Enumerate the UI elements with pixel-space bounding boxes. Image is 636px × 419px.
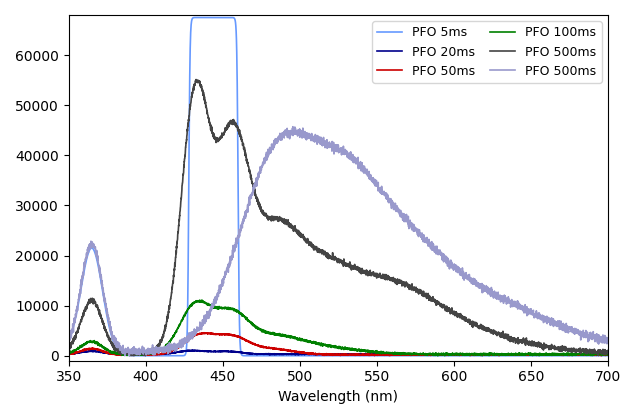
PFO 20ms (312, 352, 319, 357)
PFO 500ms (65, 338, 73, 343)
PFO 500ms (563, 345, 570, 350)
PFO 500ms (126, 353, 134, 358)
PFO 100ms (408, 352, 415, 357)
PFO 500ms (604, 349, 612, 354)
PFO 500ms (260, 211, 268, 216)
PFO 5ms (408, 353, 415, 358)
PFO 50ms (260, 345, 268, 350)
PFO 5ms (177, 353, 185, 358)
PFO 500ms (289, 124, 296, 129)
PFO 20ms (604, 352, 612, 357)
PFO 100ms (604, 351, 612, 356)
PFO 50ms (385, 353, 392, 358)
PFO 5ms (207, 15, 215, 20)
PFO 500ms (65, 344, 73, 349)
PFO 5ms (65, 339, 73, 344)
PFO 100ms (563, 352, 570, 357)
PFO 20ms (385, 352, 392, 357)
Line: PFO 500ms: PFO 500ms (69, 127, 608, 356)
PFO 100ms (260, 328, 268, 333)
PFO 50ms (200, 330, 208, 335)
Line: PFO 100ms: PFO 100ms (69, 300, 608, 356)
PFO 20ms (192, 348, 200, 353)
X-axis label: Wavelength (nm): Wavelength (nm) (278, 390, 398, 404)
Line: PFO 20ms: PFO 20ms (69, 350, 608, 355)
PFO 500ms (192, 77, 200, 82)
PFO 500ms (385, 197, 392, 202)
Legend: PFO 5ms, PFO 20ms, PFO 50ms, PFO 100ms, PFO 500ms, PFO 500ms: PFO 5ms, PFO 20ms, PFO 50ms, PFO 100ms, … (372, 21, 602, 83)
PFO 100ms (65, 350, 73, 355)
PFO 5ms (562, 353, 570, 358)
PFO 5ms (385, 353, 392, 358)
PFO 500ms (604, 339, 612, 344)
PFO 20ms (177, 349, 185, 354)
PFO 5ms (260, 353, 268, 358)
PFO 20ms (563, 352, 570, 357)
PFO 50ms (177, 343, 185, 348)
PFO 100ms (385, 351, 392, 356)
PFO 50ms (597, 353, 605, 358)
PFO 20ms (408, 352, 415, 357)
Line: PFO 50ms: PFO 50ms (69, 333, 608, 356)
Line: PFO 5ms: PFO 5ms (69, 18, 608, 356)
PFO 50ms (65, 352, 73, 357)
PFO 500ms (408, 287, 415, 292)
PFO 20ms (65, 352, 73, 357)
PFO 50ms (604, 352, 612, 357)
PFO 5ms (319, 353, 327, 358)
PFO 500ms (563, 328, 570, 333)
PFO 500ms (177, 196, 185, 201)
PFO 500ms (177, 339, 185, 344)
PFO 500ms (385, 276, 392, 281)
PFO 100ms (198, 297, 205, 303)
PFO 500ms (260, 161, 268, 166)
PFO 100ms (319, 342, 327, 347)
PFO 500ms (319, 250, 327, 255)
PFO 20ms (260, 351, 268, 356)
PFO 100ms (434, 353, 441, 358)
PFO 500ms (319, 142, 327, 147)
PFO 100ms (177, 319, 185, 324)
PFO 5ms (604, 353, 612, 358)
PFO 500ms (408, 226, 415, 231)
PFO 50ms (562, 352, 570, 357)
PFO 50ms (319, 351, 327, 356)
PFO 500ms (121, 353, 128, 358)
Line: PFO 500ms: PFO 500ms (69, 80, 608, 356)
PFO 50ms (408, 352, 415, 357)
PFO 20ms (319, 352, 327, 357)
